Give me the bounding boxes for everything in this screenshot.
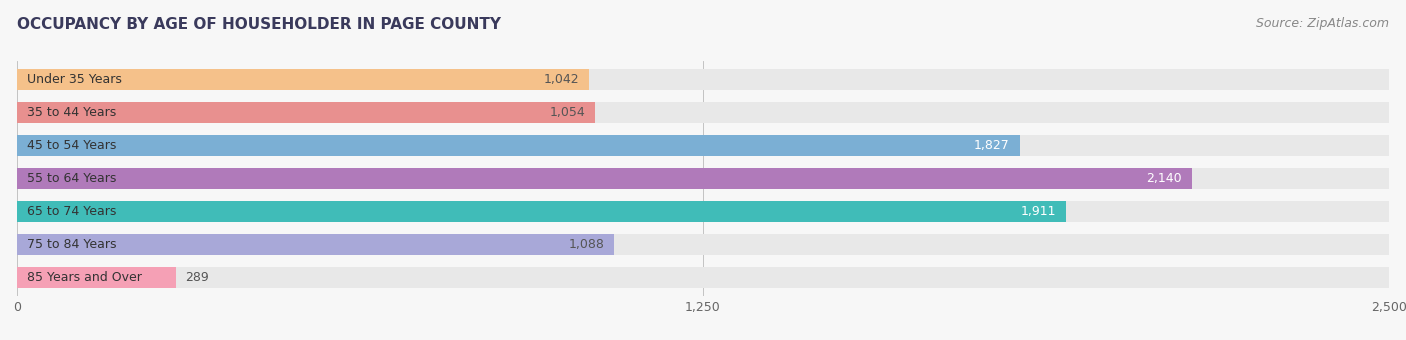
Bar bbox=[17, 102, 1389, 123]
Bar bbox=[17, 69, 1389, 90]
Text: Under 35 Years: Under 35 Years bbox=[27, 73, 122, 86]
Text: 1,042: 1,042 bbox=[543, 73, 579, 86]
Bar bbox=[17, 102, 595, 123]
Bar bbox=[17, 234, 1389, 255]
Text: 85 Years and Over: 85 Years and Over bbox=[27, 271, 142, 284]
Text: 1,911: 1,911 bbox=[1021, 205, 1056, 218]
Text: 45 to 54 Years: 45 to 54 Years bbox=[27, 139, 117, 152]
Text: 1,827: 1,827 bbox=[974, 139, 1010, 152]
Text: 35 to 44 Years: 35 to 44 Years bbox=[27, 106, 117, 119]
Text: OCCUPANCY BY AGE OF HOUSEHOLDER IN PAGE COUNTY: OCCUPANCY BY AGE OF HOUSEHOLDER IN PAGE … bbox=[17, 17, 501, 32]
Text: 289: 289 bbox=[186, 271, 209, 284]
Bar bbox=[17, 201, 1389, 222]
Text: 1,054: 1,054 bbox=[550, 106, 585, 119]
Text: 75 to 84 Years: 75 to 84 Years bbox=[27, 238, 117, 251]
Bar bbox=[17, 168, 1191, 189]
Text: 55 to 64 Years: 55 to 64 Years bbox=[27, 172, 117, 185]
Text: 2,140: 2,140 bbox=[1146, 172, 1181, 185]
Text: Source: ZipAtlas.com: Source: ZipAtlas.com bbox=[1256, 17, 1389, 30]
Bar bbox=[17, 234, 614, 255]
Bar bbox=[17, 201, 1066, 222]
Bar bbox=[17, 69, 589, 90]
Text: 65 to 74 Years: 65 to 74 Years bbox=[27, 205, 117, 218]
Bar bbox=[17, 267, 1389, 288]
Bar bbox=[17, 135, 1019, 156]
Bar bbox=[17, 267, 176, 288]
Text: 1,088: 1,088 bbox=[568, 238, 605, 251]
Bar bbox=[17, 135, 1389, 156]
Bar bbox=[17, 168, 1389, 189]
